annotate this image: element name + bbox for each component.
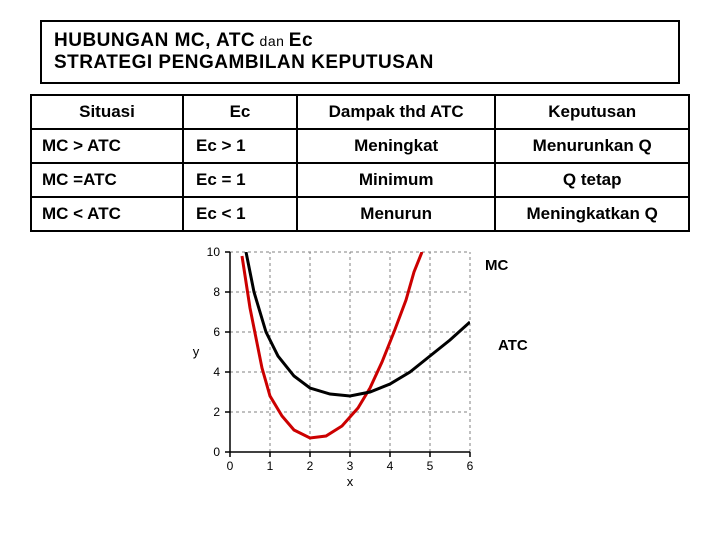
cell: Ec = 1 (183, 163, 297, 197)
th-situasi: Situasi (31, 95, 183, 129)
svg-text:4: 4 (387, 459, 394, 473)
atc-label: ATC (498, 337, 528, 354)
title-part-a: HUBUNGAN MC, ATC (54, 30, 255, 51)
title-line-1: HUBUNGAN MC, ATC dan Ec (54, 30, 666, 52)
cell: Ec < 1 (183, 197, 297, 231)
cell: Ec > 1 (183, 129, 297, 163)
th-ec: Ec (183, 95, 297, 129)
svg-text:2: 2 (213, 405, 220, 419)
cell: Menurunkan Q (495, 129, 689, 163)
svg-text:x: x (347, 474, 354, 489)
table-row: MC < ATC Ec < 1 Menurun Meningkatkan Q (31, 197, 689, 231)
svg-text:8: 8 (213, 285, 220, 299)
cost-curves-chart: 0 1 2 3 4 5 6 0 2 4 6 8 10 x y (180, 242, 540, 492)
table-header-row: Situasi Ec Dampak thd ATC Keputusan (31, 95, 689, 129)
table-row: MC > ATC Ec > 1 Meningkat Menurunkan Q (31, 129, 689, 163)
svg-text:6: 6 (467, 459, 474, 473)
chart-container: 0 1 2 3 4 5 6 0 2 4 6 8 10 x y MC ATC (180, 242, 540, 492)
svg-text:6: 6 (213, 325, 220, 339)
th-keputusan: Keputusan (495, 95, 689, 129)
title-box: HUBUNGAN MC, ATC dan Ec STRATEGI PENGAMB… (40, 20, 680, 84)
svg-text:2: 2 (307, 459, 314, 473)
cell: Q tetap (495, 163, 689, 197)
cell: MC < ATC (31, 197, 183, 231)
mc-label: MC (485, 257, 508, 274)
title-line-2: STRATEGI PENGAMBILAN KEPUTUSAN (54, 52, 666, 74)
svg-text:4: 4 (213, 365, 220, 379)
table-row: MC =ATC Ec = 1 Minimum Q tetap (31, 163, 689, 197)
svg-text:0: 0 (213, 445, 220, 459)
cell: Menurun (297, 197, 495, 231)
title-part-b: Ec (289, 30, 313, 51)
cell: Meningkat (297, 129, 495, 163)
cell: MC =ATC (31, 163, 183, 197)
th-dampak: Dampak thd ATC (297, 95, 495, 129)
svg-text:10: 10 (207, 245, 221, 259)
svg-text:y: y (193, 344, 200, 359)
svg-text:5: 5 (427, 459, 434, 473)
svg-text:0: 0 (227, 459, 234, 473)
title-sub: dan (255, 33, 289, 49)
cell: MC > ATC (31, 129, 183, 163)
svg-text:1: 1 (267, 459, 274, 473)
cell: Minimum (297, 163, 495, 197)
svg-text:3: 3 (347, 459, 354, 473)
cell: Meningkatkan Q (495, 197, 689, 231)
decision-table: Situasi Ec Dampak thd ATC Keputusan MC >… (30, 94, 690, 232)
